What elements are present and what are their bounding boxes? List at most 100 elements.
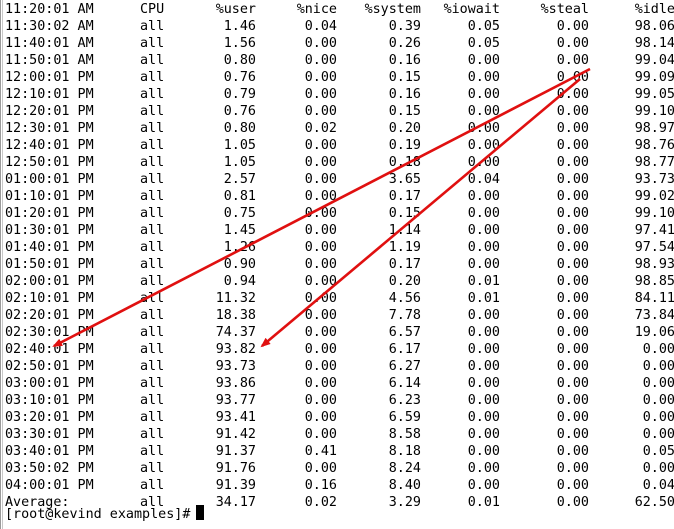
table-row: 12:20:01 PM all 0.76 0.00 0.15 0.00 0.00 99.10 [5,103,674,120]
cell-iowait: 0.00 [467,461,500,476]
cell-time: 02:30:01 PM [5,325,94,340]
cell-user: 93.77 [215,393,256,408]
cell-iowait: 0.00 [467,376,500,391]
cell-system: 0.15 [388,104,421,119]
cell-system: 8.18 [388,444,421,459]
cell-iowait: 0.00 [467,308,500,323]
cell-nice: 0.00 [304,240,337,255]
cell-user: 0.80 [223,121,256,136]
cell-cpu: CPU [140,2,165,17]
cell-time: 01:30:01 PM [5,223,94,238]
cell-iowait: 0.00 [467,240,500,255]
cell-cpu: all [140,376,165,391]
cell-iowait: 0.00 [467,359,500,374]
cell-nice: 0.00 [304,87,337,102]
cell-time: 03:20:01 PM [5,410,94,425]
cell-user: 91.76 [215,461,256,476]
cell-system: 6.14 [388,376,421,391]
cell-user: 91.42 [215,427,256,442]
cell-nice: 0.00 [304,257,337,272]
cell-system: 6.23 [388,393,421,408]
cell-system: 1.19 [388,240,421,255]
cell-cpu: all [140,138,165,153]
cell-system: 0.20 [388,274,421,289]
cell-cpu: all [140,121,165,136]
cell-iowait: 0.00 [467,138,500,153]
table-header-row: 11:20:01 AM CPU %user %nice %system %iowait %s… [5,1,674,18]
cell-time: 12:10:01 PM [5,87,94,102]
cell-iowait: 0.01 [467,291,500,306]
cell-time: 02:10:01 PM [5,291,94,306]
cell-steal: 0.00 [556,138,589,153]
cell-cpu: all [140,478,165,493]
cell-iowait: 0.00 [467,257,500,272]
table-row: 01:50:01 PM all 0.90 0.00 0.17 0.00 0.00 98.93 [5,256,674,273]
cell-system: 3.29 [388,495,421,510]
cell-idle: 98.85 [634,274,674,289]
cell-idle: 73.84 [634,308,674,323]
cell-idle: 99.09 [634,70,674,85]
cell-iowait: 0.00 [467,104,500,119]
cell-steal: 0.00 [556,70,589,85]
cell-steal: 0.00 [556,274,589,289]
table-row: 02:20:01 PM all 18.38 0.00 7.78 0.00 0.00 73.84 [5,307,674,324]
cell-user: 34.17 [215,495,256,510]
cell-nice: 0.00 [304,70,337,85]
cell-cpu: all [140,308,165,323]
cell-idle: 98.93 [634,257,674,272]
cell-system: 4.56 [388,291,421,306]
cell-system: %system [364,2,421,17]
cell-user: 93.86 [215,376,256,391]
shell-prompt-line[interactable]: [root@kevind examples]# [5,505,205,522]
cell-idle: 0.00 [642,359,674,374]
cell-idle: 99.05 [634,87,674,102]
cell-idle: 97.54 [634,240,674,255]
cell-system: 0.15 [388,206,421,221]
cell-steal: 0.00 [556,104,589,119]
cell-cpu: all [140,104,165,119]
cell-system: 0.19 [388,138,421,153]
cell-time: 02:20:01 PM [5,308,94,323]
cell-system: 0.16 [388,87,421,102]
table-row: 03:10:01 PM all 93.77 0.00 6.23 0.00 0.00 0.00 [5,392,674,409]
cell-iowait: 0.00 [467,189,500,204]
cell-nice: 0.00 [304,223,337,238]
cell-iowait: 0.00 [467,410,500,425]
cell-system: 0.17 [388,189,421,204]
cell-time: 02:00:01 PM [5,274,94,289]
cell-user: 1.56 [223,36,256,51]
cell-nice: 0.00 [304,342,337,357]
cell-idle: 84.11 [634,291,674,306]
cell-cpu: all [140,257,165,272]
cell-user: 1.46 [223,19,256,34]
cell-user: 74.37 [215,325,256,340]
cell-steal: 0.00 [556,53,589,68]
cell-iowait: 0.00 [467,393,500,408]
cell-idle: 98.97 [634,121,674,136]
table-row: 03:50:02 PM all 91.76 0.00 8.24 0.00 0.00 0.00 [5,460,674,477]
cell-system: 6.59 [388,410,421,425]
cell-nice: 0.02 [304,121,337,136]
cell-steal: 0.00 [556,172,589,187]
cell-cpu: all [140,36,165,51]
cell-user: 11.32 [215,291,256,306]
cell-iowait: 0.00 [467,325,500,340]
cell-cpu: all [140,19,165,34]
cell-system: 3.65 [388,172,421,187]
cell-user: 91.39 [215,478,256,493]
cell-iowait: 0.05 [467,36,500,51]
cell-time: 12:50:01 PM [5,155,94,170]
cell-iowait: 0.00 [467,53,500,68]
cell-cpu: all [140,342,165,357]
cell-idle: 98.14 [634,36,674,51]
cell-user: 1.05 [223,155,256,170]
cell-cpu: all [140,393,165,408]
cell-system: 0.26 [388,36,421,51]
cell-idle: 99.04 [634,53,674,68]
cell-iowait: 0.04 [467,172,500,187]
cell-idle: 0.00 [642,393,674,408]
average-row: Average: all 34.17 0.02 3.29 0.01 0.00 62.50 [5,494,674,511]
cell-idle: 19.06 [634,325,674,340]
cell-user: 2.57 [223,172,256,187]
